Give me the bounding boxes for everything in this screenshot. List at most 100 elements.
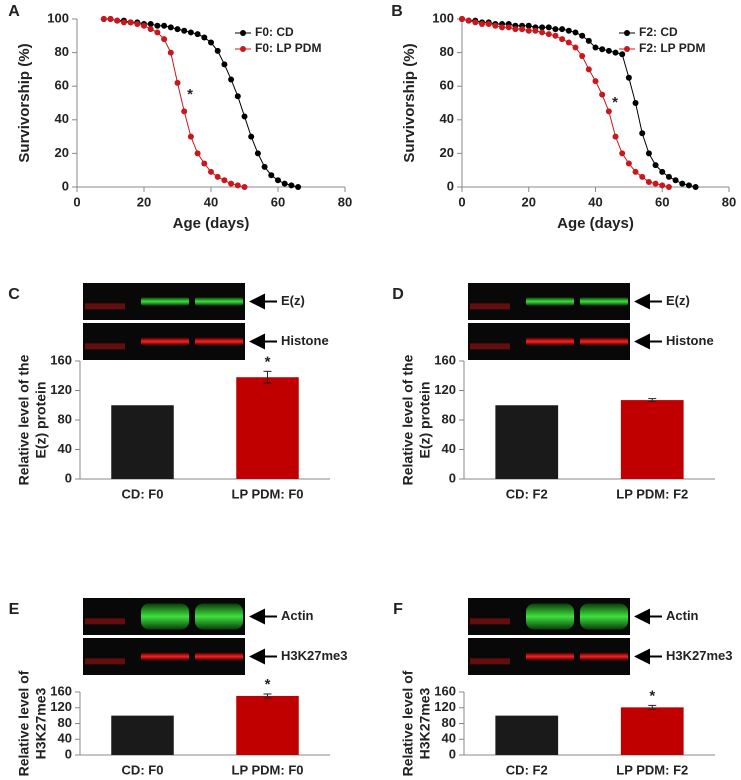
y-axis-title: H3K27me3 [33,687,49,759]
y-tick-label: 40 [442,731,456,746]
x-tick-label: CD: F2 [506,762,548,777]
blot-band [580,337,628,346]
x-tick-label: 20 [137,194,151,209]
data-point [194,31,201,38]
bar [620,400,684,479]
data-point [254,150,261,157]
annotation: * [265,353,271,370]
x-tick-label: 80 [722,194,736,209]
data-point [692,184,699,190]
data-point [632,168,639,175]
data-point [154,29,161,36]
data-point [459,16,465,22]
legend-marker [240,30,246,36]
data-point [100,16,107,22]
data-point [241,113,248,120]
blot-ladder [470,303,510,310]
x-tick-label: 40 [588,194,602,209]
blot-label: Histone [281,333,329,348]
data-point [114,17,121,24]
data-point [228,180,235,187]
y-tick-label: 80 [55,44,69,59]
data-point [234,182,241,189]
blot-label: Histone [666,333,714,348]
data-point [625,74,632,81]
data-point [512,26,519,33]
data-point [194,150,201,157]
blot-band [141,603,189,630]
y-tick-label: 40 [58,731,72,746]
blot-band [526,603,574,630]
blot-band [580,652,628,661]
data-point [679,180,686,187]
data-point [565,27,572,34]
data-point [672,177,679,184]
data-point [659,168,666,175]
y-tick-label: 100 [47,10,69,25]
data-point [261,163,268,170]
data-point [645,178,652,185]
blot-band [141,652,189,661]
x-axis-title: Age (days) [173,215,250,232]
y-tick-label: 160 [434,352,456,367]
data-point [625,160,632,167]
y-tick-label: 80 [440,44,454,59]
y-tick-label: 80 [442,411,456,426]
data-point [208,39,214,46]
data-point [552,32,559,39]
y-axis-title: Relative level of [16,670,32,776]
blot-ladder [85,303,125,310]
blot-label: Actin [666,608,699,623]
y-tick-label: 0 [65,746,72,761]
y-axis-title: Survivorship (%) [16,43,33,162]
blot-band [141,337,189,346]
data-point [187,133,194,140]
annotation: * [187,86,193,103]
data-point [174,79,181,86]
data-point [659,182,666,189]
legend-label: F2: LP PDM [639,41,705,55]
data-point [161,22,168,29]
blot-band [526,297,574,306]
panel-label: D [392,286,404,303]
x-tick-label: 60 [271,194,285,209]
blot-label: H3K27me3 [666,648,733,663]
data-point [214,173,221,180]
y-tick-label: 20 [440,145,454,160]
blot-band [195,603,243,630]
x-tick-label: 20 [522,194,536,209]
y-axis-title: H3K27me3 [417,687,433,759]
data-point [579,32,586,39]
data-point [120,19,127,26]
bar [236,695,299,755]
data-point [241,184,248,190]
series-line [103,18,245,188]
data-point [147,21,154,28]
data-point [221,61,228,68]
data-point [485,21,492,28]
x-axis-title: Age (days) [557,215,634,232]
data-point [505,24,512,31]
data-point [605,47,612,54]
y-axis-title: Relative level of [400,670,416,776]
data-point [652,180,659,187]
data-point [234,93,241,100]
data-point [559,36,566,43]
bar [111,715,174,755]
y-tick-label: 160 [50,683,72,698]
data-point [154,22,161,29]
data-point [552,26,559,33]
blot-ladder [85,343,125,350]
data-point [201,160,208,167]
data-point [187,29,194,36]
data-point [605,108,612,115]
annotation: * [649,687,655,704]
legend-label: F0: CD [255,25,294,39]
y-tick-label: 60 [440,78,454,93]
y-tick-label: 0 [449,470,456,485]
x-tick-label: CD: F0 [122,486,164,501]
data-point [539,24,546,31]
data-point [472,19,479,26]
blot-band [580,603,628,630]
